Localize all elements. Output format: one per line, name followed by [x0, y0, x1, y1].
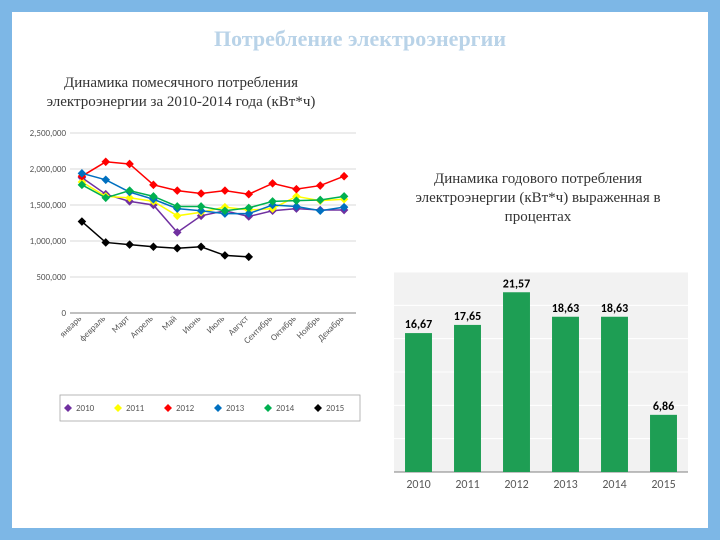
svg-text:Декабрь: Декабрь — [316, 313, 347, 344]
page-title: Потребление электроэнергии — [0, 26, 720, 52]
svg-text:18,63: 18,63 — [552, 302, 579, 316]
svg-text:1,000,000: 1,000,000 — [30, 236, 67, 247]
svg-text:21,57: 21,57 — [503, 277, 530, 291]
svg-text:2015: 2015 — [326, 403, 345, 414]
svg-text:2011: 2011 — [126, 403, 145, 414]
svg-text:0: 0 — [61, 308, 66, 319]
svg-text:2012: 2012 — [504, 478, 528, 492]
svg-text:6,86: 6,86 — [653, 400, 674, 414]
svg-text:февраль: февраль — [77, 313, 108, 344]
svg-text:16,67: 16,67 — [405, 318, 432, 332]
svg-text:2012: 2012 — [176, 403, 195, 414]
svg-text:18,63: 18,63 — [601, 302, 628, 316]
svg-text:2010: 2010 — [406, 478, 430, 492]
line-chart: 0 500,000 1,000,000 1,500,000 2,000,000 2,500… — [22, 127, 362, 427]
svg-text:2,500,000: 2,500,000 — [30, 128, 67, 139]
svg-text:2015: 2015 — [651, 478, 675, 492]
svg-text:Май: Май — [160, 313, 180, 333]
svg-text:Апрель: Апрель — [128, 313, 155, 340]
svg-text:2010: 2010 — [76, 403, 95, 414]
svg-text:Июнь: Июнь — [180, 313, 203, 336]
svg-text:2013: 2013 — [226, 403, 245, 414]
svg-text:Октябрь: Октябрь — [268, 313, 298, 343]
svg-text:2014: 2014 — [602, 478, 626, 492]
svg-text:Июль: Июль — [204, 313, 227, 336]
right-chart-subtitle: Динамика годового потребления электроэне… — [398, 170, 678, 226]
svg-text:2013: 2013 — [553, 478, 577, 492]
svg-text:1,500,000: 1,500,000 — [30, 200, 67, 211]
svg-text:17,65: 17,65 — [454, 310, 481, 324]
svg-text:500,000: 500,000 — [36, 272, 66, 283]
bar-chart: 16,67 2010 17,65 2011 21,57 2012 18,63 2013 18,6… — [378, 248, 698, 498]
left-chart-subtitle: Динамика помесячного потребления электро… — [26, 74, 336, 112]
svg-text:2,000,000: 2,000,000 — [30, 164, 67, 175]
svg-text:2014: 2014 — [276, 403, 295, 414]
svg-text:2011: 2011 — [455, 478, 479, 492]
slide-page: Потребление электроэнергии Динамика поме… — [0, 0, 720, 540]
